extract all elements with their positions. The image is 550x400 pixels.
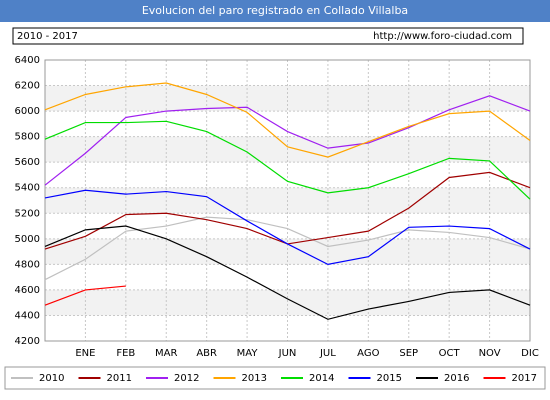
series-line: [44, 225, 531, 320]
title-bar: [0, 0, 550, 22]
legend: [4, 366, 546, 390]
legend-label: 2011: [107, 373, 132, 384]
header-box: [12, 27, 524, 45]
x-tick-label: JUL: [319, 348, 336, 359]
legend-label: 2010: [39, 373, 64, 384]
chart-title: Evolucion del paro registrado en Collado…: [142, 4, 408, 17]
series-line: [44, 189, 531, 265]
y-tick-label: 4400: [15, 310, 40, 321]
y-tick-label: 5400: [15, 183, 40, 194]
x-tick-label: MAY: [237, 348, 259, 359]
x-tick-label: AGO: [357, 348, 379, 359]
series-line: [44, 120, 531, 200]
x-tick-label: NOV: [479, 348, 501, 359]
legend-label: 2013: [242, 373, 267, 384]
legend-label: 2017: [512, 373, 537, 384]
x-tick-label: OCT: [439, 348, 461, 359]
y-tick-label: 5600: [15, 157, 40, 168]
y-tick-label: 6200: [15, 81, 40, 92]
y-tick-label: 4800: [15, 259, 40, 270]
y-tick-label: 4200: [15, 336, 40, 347]
x-tick-label: ABR: [196, 348, 217, 359]
x-tick-label: FEB: [116, 348, 135, 359]
plot-band: [45, 289, 530, 316]
y-tick-label: 5800: [15, 132, 40, 143]
legend-label: 2015: [377, 373, 402, 384]
x-tick-label: DIC: [521, 348, 539, 359]
y-tick-label: 6400: [15, 55, 40, 66]
y-tick-label: 4600: [15, 285, 40, 296]
subtitle: 2010 - 2017: [17, 31, 78, 42]
series-line: [44, 216, 531, 281]
y-tick-label: 6000: [15, 106, 40, 117]
legend-label: 2014: [309, 373, 334, 384]
series-line: [44, 82, 531, 158]
legend-label: 2016: [444, 373, 469, 384]
series-line: [44, 95, 531, 186]
x-tick-label: MAR: [155, 348, 177, 359]
x-tick-label: ENE: [75, 348, 95, 359]
plot-border: [44, 59, 531, 342]
series-line: [44, 285, 126, 306]
y-tick-label: 5000: [15, 234, 40, 245]
y-tick-label: 5200: [15, 208, 40, 219]
x-tick-label: SEP: [399, 348, 418, 359]
source: http://www.foro-ciudad.com: [373, 31, 512, 42]
legend-label: 2012: [174, 373, 199, 384]
x-tick-label: JUN: [278, 348, 297, 359]
